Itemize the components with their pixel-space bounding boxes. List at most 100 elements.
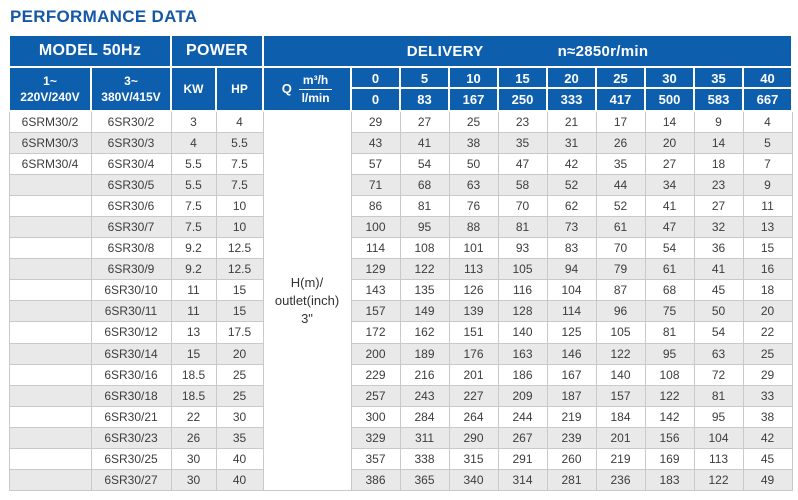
cell-head-value: 146 <box>546 342 597 365</box>
table-row: 6SR30/16 18.5 25 229 216 201 186 167 140 108 72 29 <box>8 363 793 386</box>
flow-lmin-value: 667 <box>756 92 779 107</box>
header-delivery-cell: DELIVERY n≈2850r/min <box>262 34 794 68</box>
cell-head-value: 184 <box>595 405 646 428</box>
cell-model-three: 6SR30/18 <box>90 384 172 407</box>
cell-head-value: 95 <box>644 342 695 365</box>
cell-head-value: 101 <box>448 237 499 260</box>
phase-single-line1: 1~ <box>43 73 57 88</box>
cell-head-value: 22 <box>742 321 793 344</box>
cell-head-value: 284 <box>399 405 450 428</box>
cell-model-single <box>8 173 92 196</box>
cell-head-value: 50 <box>448 152 499 175</box>
cell-model-three: 6SR30/2 <box>90 110 172 133</box>
flow-unit-fraction: m³/h l/min <box>298 73 333 106</box>
table-row: 6SR30/12 13 17.5 172 162 151 140 125 105 81 54 22 <box>8 321 793 344</box>
cell-head-value: 105 <box>497 258 548 281</box>
cell-head-value: 183 <box>644 469 695 492</box>
cell-head-value: 140 <box>595 363 646 386</box>
cell-head-value: 41 <box>644 194 695 217</box>
cell-head-value: 244 <box>497 405 548 428</box>
cell-head-value: 27 <box>644 152 695 175</box>
cell-head-value: 14 <box>693 131 744 154</box>
cell-head-value: 216 <box>399 363 450 386</box>
table-row: 6SRM30/2 6SR30/2 3 4 H(m)/outlet(inch) 3" 29 27… <box>8 110 793 492</box>
cell-head-value: 20 <box>742 300 793 323</box>
cell-head-value: 42 <box>546 152 597 175</box>
phase-single-line2: 220V/240V <box>20 90 80 104</box>
cell-head-value: 315 <box>448 447 499 471</box>
cell-hp: 30 <box>215 405 264 428</box>
cell-head-value: 122 <box>399 258 450 281</box>
table-row: 6SRM30/3 6SR30/3 4 5.5 43 41 38 35 31 26 20 14 5 <box>8 131 793 154</box>
table-row: 6SR30/7 7.5 10 100 95 88 81 73 61 47 32 13 <box>8 215 793 239</box>
cell-head-value: 76 <box>448 194 499 217</box>
cell-head-value: 108 <box>644 363 695 386</box>
flow-m3h-value: 30 <box>646 68 694 89</box>
cell-head-value: 34 <box>644 173 695 196</box>
cell-model-single <box>8 279 92 302</box>
cell-head-value: 129 <box>350 258 401 281</box>
cell-hp: 5.5 <box>215 131 264 154</box>
cell-head-value: 7 <box>742 152 793 175</box>
table-row: 6SR30/23 26 35 329 311 290 267 239 201 156 104 42 <box>8 426 793 450</box>
cell-hp: 4 <box>215 110 264 133</box>
cell-model-three: 6SR30/12 <box>90 321 172 344</box>
header-flow-col: 5 83 <box>399 66 451 112</box>
cell-hp: 17.5 <box>215 321 264 344</box>
cell-head-value: 47 <box>644 215 695 239</box>
cell-kw: 30 <box>170 469 217 492</box>
cell-head-value: 201 <box>595 426 646 450</box>
table-row: 6SR30/6 7.5 10 86 81 76 70 62 52 41 27 11 <box>8 194 793 217</box>
cell-kw: 11 <box>170 300 217 323</box>
cell-head-value: 47 <box>497 152 548 175</box>
cell-head-value: 57 <box>350 152 401 175</box>
cell-head-value: 290 <box>448 426 499 450</box>
table-row: 6SR30/5 5.5 7.5 71 68 63 58 52 44 34 23 9 <box>8 173 793 196</box>
cell-model-three: 6SR30/3 <box>90 131 172 154</box>
cell-hp: 10 <box>215 215 264 239</box>
cell-head-value: 86 <box>350 194 401 217</box>
cell-head-value: 105 <box>595 321 646 344</box>
cell-head-value: 68 <box>399 173 450 196</box>
cell-head-value: 54 <box>693 321 744 344</box>
cell-hp: 15 <box>215 279 264 302</box>
cell-head-value: 36 <box>693 237 744 260</box>
cell-head-value: 201 <box>448 363 499 386</box>
cell-model-three: 6SR30/9 <box>90 258 172 281</box>
flow-lmin-value: 500 <box>658 92 681 107</box>
cell-head-value: 27 <box>693 194 744 217</box>
cell-kw: 5.5 <box>170 173 217 196</box>
cell-head-value: 14 <box>644 110 695 133</box>
cell-head-value: 62 <box>546 194 597 217</box>
cell-head-value: 264 <box>448 405 499 428</box>
cell-head-value: 44 <box>595 173 646 196</box>
cell-kw: 30 <box>170 447 217 471</box>
cell-model-single <box>8 469 92 492</box>
cell-model-single: 6SRM30/2 <box>8 110 92 133</box>
phase-three-line2: 380V/415V <box>101 90 161 104</box>
cell-head-value: 81 <box>399 194 450 217</box>
cell-hp: 40 <box>215 469 264 492</box>
cell-head-value: 81 <box>644 321 695 344</box>
cell-kw: 3 <box>170 110 217 133</box>
flow-m3h-value: 15 <box>499 68 547 89</box>
cell-head-value: 95 <box>399 215 450 239</box>
cell-head-value: 16 <box>742 258 793 281</box>
cell-head-value: 186 <box>497 363 548 386</box>
cell-model-single <box>8 194 92 217</box>
cell-head-value: 61 <box>644 258 695 281</box>
cell-model-single <box>8 237 92 260</box>
flow-unit-m3h: m³/h <box>298 73 333 90</box>
cell-head-value: 81 <box>693 384 744 407</box>
cell-hp: 35 <box>215 426 264 450</box>
cell-model-single <box>8 405 92 428</box>
header-delivery-label: DELIVERY <box>406 42 484 60</box>
cell-head-value: 113 <box>693 447 744 471</box>
header-flow-col: 40 667 <box>742 66 794 112</box>
header-phase-three: 3~ 380V/415V <box>90 66 172 112</box>
cell-head-value: 340 <box>448 469 499 492</box>
cell-head-value: 93 <box>497 237 548 260</box>
cell-head-value: 49 <box>742 469 793 492</box>
cell-head-value: 357 <box>350 447 401 471</box>
